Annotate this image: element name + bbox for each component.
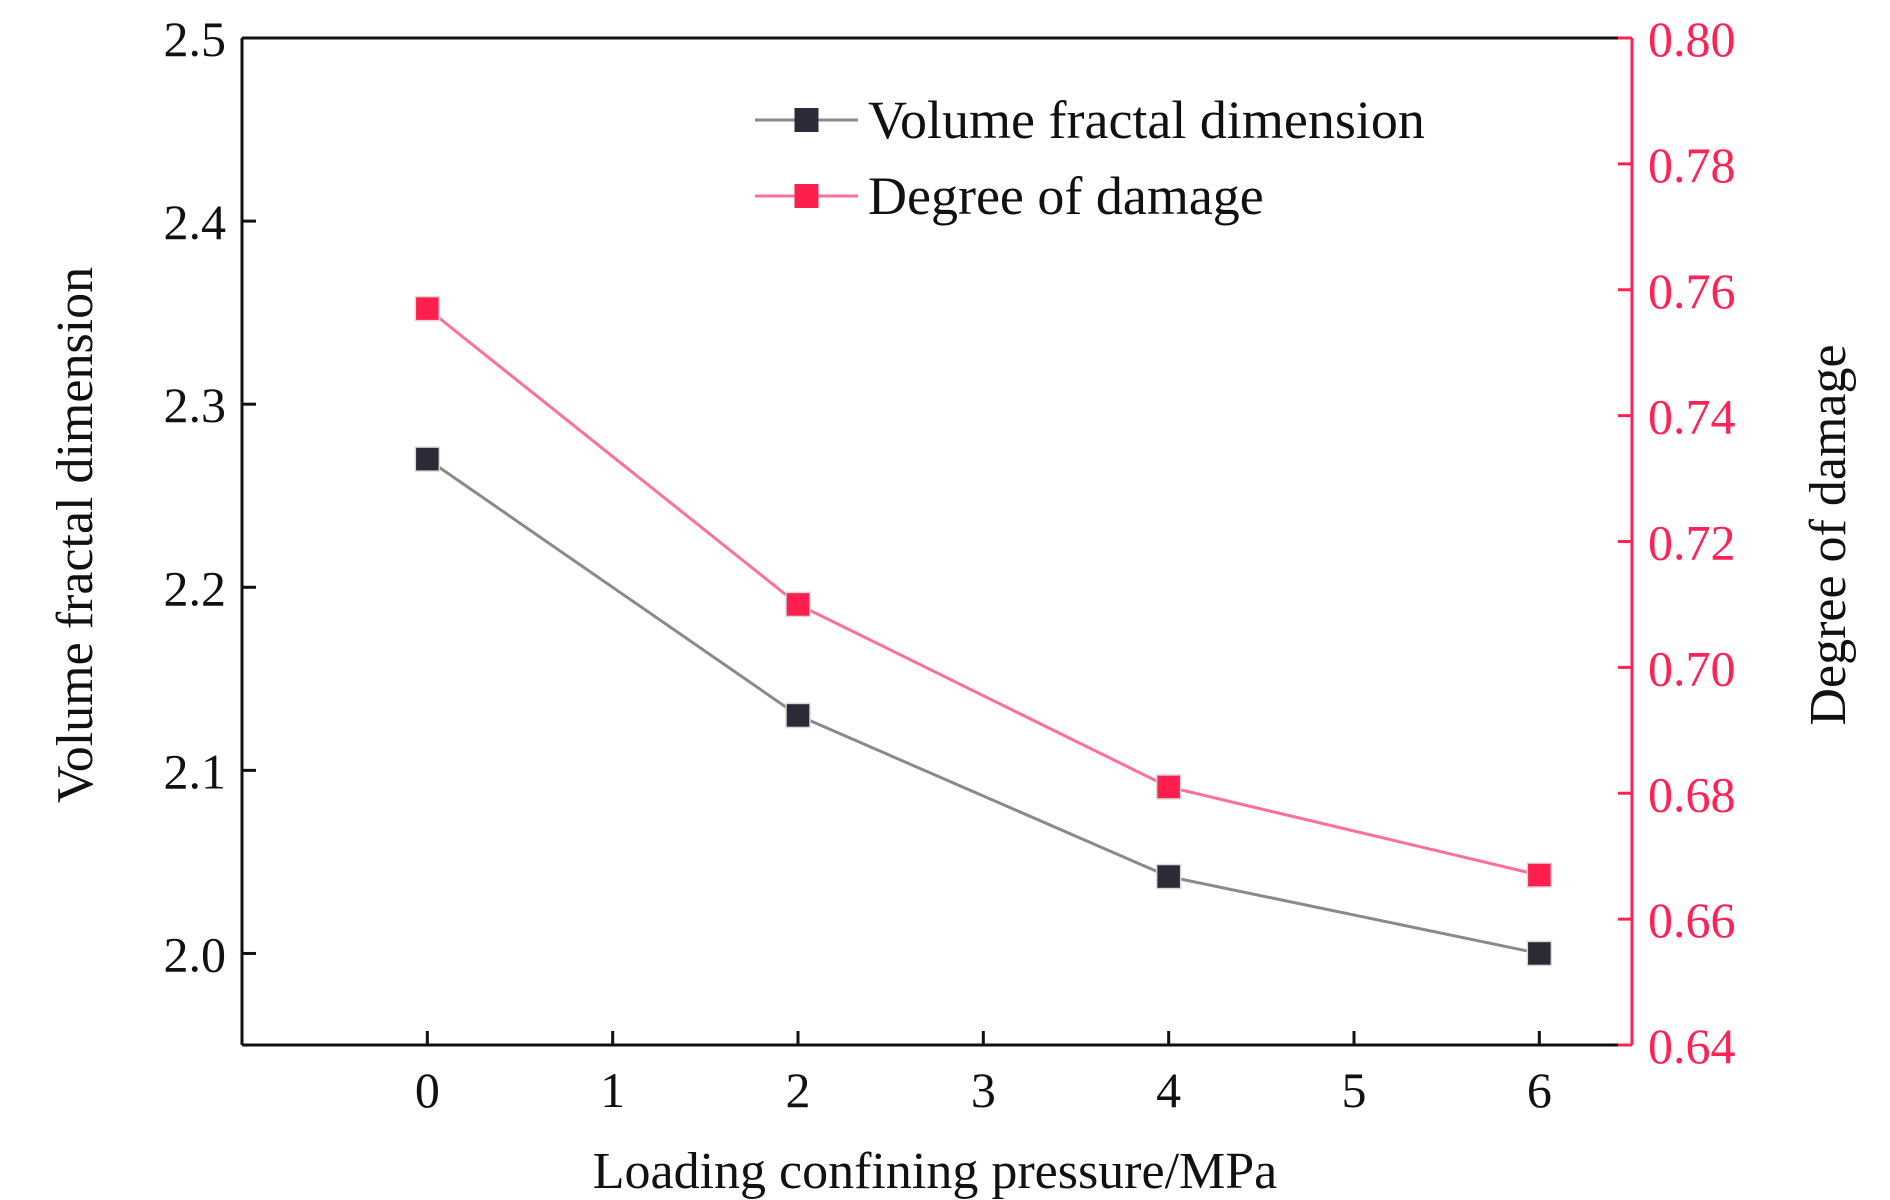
plot-frame [240,36,1634,1047]
y-tick-label: 2.3 [164,377,227,433]
data-point-volume [1155,863,1182,890]
right-y-axis: 0.64 0.66 0.68 0.70 0.72 0.74 0.76 0.78 0.80 [1618,11,1736,1074]
left-y-axis-title: Volume fractal dimension [47,267,104,803]
x-tick-label: 4 [1156,1062,1181,1118]
data-point-volume [414,446,441,472]
x-axis-title: Loading confining pressure/MPa [593,1143,1278,1200]
legend: Volume fractal dimension Degree of damage [755,90,1425,226]
series-layer [414,295,1553,967]
left-y-axis: 2.0 2.1 2.2 2.3 2.4 2.5 [164,11,256,982]
y2-tick-label: 0.78 [1648,137,1736,193]
y-tick-label: 2.5 [164,11,227,67]
y2-tick-label: 0.70 [1648,640,1736,696]
y2-tick-label: 0.64 [1648,1018,1736,1074]
legend-label-damage: Degree of damage [868,166,1264,226]
y2-tick-label: 0.74 [1648,389,1736,445]
data-point-volume [1526,940,1553,967]
data-point-damage [785,591,811,618]
x-tick-label: 6 [1527,1062,1552,1118]
y-tick-label: 2.4 [164,194,227,250]
x-axis: 0 1 2 3 4 5 6 [415,1031,1552,1118]
data-point-damage [1526,862,1553,888]
x-tick-label: 2 [786,1062,811,1118]
series-line-volume [426,457,1540,955]
x-tick-label: 0 [415,1062,440,1118]
data-point-damage [414,295,441,322]
y2-tick-label: 0.80 [1648,11,1736,67]
y2-tick-label: 0.76 [1648,263,1736,319]
y2-tick-label: 0.68 [1648,766,1736,822]
y-tick-label: 2.1 [164,743,227,799]
y-tick-label: 2.2 [164,560,227,616]
legend-marker-volume [794,108,819,132]
x-tick-label: 3 [971,1062,996,1118]
right-y-axis-title: Degree of damage [1800,344,1857,725]
y2-tick-label: 0.72 [1648,515,1736,571]
x-tick-label: 1 [600,1062,625,1118]
legend-marker-damage [794,184,819,208]
x-tick-label: 5 [1342,1062,1367,1118]
series-line-damage [426,307,1540,877]
y-tick-label: 2.0 [164,926,227,982]
legend-label-volume: Volume fractal dimension [868,90,1425,150]
data-point-volume [785,702,811,729]
data-point-damage [1155,774,1182,800]
y2-tick-label: 0.66 [1648,892,1736,948]
